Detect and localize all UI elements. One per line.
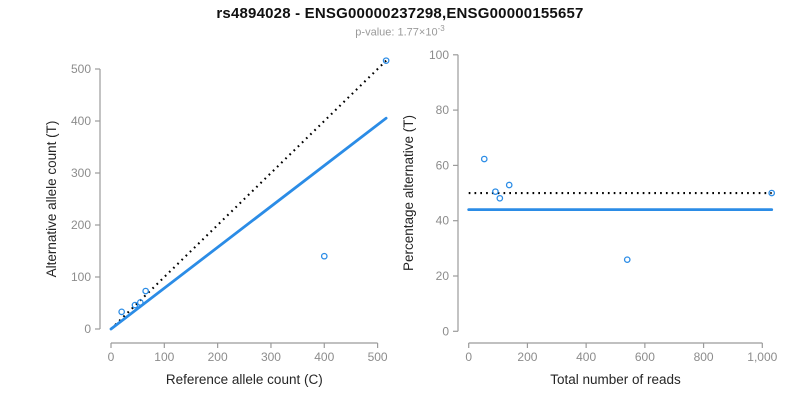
y-tick-label: 60 <box>436 158 450 172</box>
x-tick-label: 300 <box>261 350 281 364</box>
data-point <box>496 194 504 202</box>
y-tick-label: 0 <box>442 324 449 338</box>
x-tick-label: 600 <box>635 350 655 364</box>
allele-counts-scatter: 0 100 200 300 400 500 0 100 200 300 400 500 Referenc… <box>44 57 390 387</box>
data-point <box>320 252 328 260</box>
y-axis-title: Alternative allele count (T) <box>44 121 59 278</box>
y-tick-label: 20 <box>436 269 450 283</box>
x-tick-label: 800 <box>694 350 714 364</box>
x-tick-label: 0 <box>108 350 115 364</box>
x-tick-label: 500 <box>368 350 388 364</box>
y-tick-label: 400 <box>71 114 91 128</box>
data-point <box>136 299 144 306</box>
x-tick-label: 400 <box>576 350 596 364</box>
data-point <box>118 308 126 316</box>
y-axis-title: Percentage alternative (T) <box>401 115 416 271</box>
p-value-exponent: -3 <box>437 24 445 33</box>
x-tick-label: 200 <box>208 350 228 364</box>
x-tick-label: 0 <box>465 350 472 364</box>
y-tick-label: 40 <box>436 214 450 228</box>
data-point <box>505 181 513 189</box>
data-point <box>492 188 499 196</box>
y-tick-label: 100 <box>429 48 449 62</box>
p-value-text: p-value: 1.77×10 <box>355 26 438 39</box>
y-tick-label: 0 <box>84 322 91 336</box>
data-point <box>768 189 776 197</box>
identity-line <box>110 59 387 330</box>
x-axis-title: Reference allele count (C) <box>166 372 323 387</box>
data-point <box>131 301 139 309</box>
y-tick-label: 80 <box>436 103 450 117</box>
plot-subtitle: p-value: 1.77×10-3 <box>0 24 800 39</box>
y-tick-label: 300 <box>71 166 91 180</box>
percentage-vs-reads-scatter: 0 20 40 60 80 100 0 200 400 600 800 1,000 Total numb… <box>401 48 778 387</box>
x-tick-label: 400 <box>314 350 334 364</box>
x-axis-title: Total number of reads <box>550 372 681 387</box>
data-point <box>142 287 150 295</box>
fit-line <box>109 116 388 331</box>
y-tick-label: 200 <box>71 218 91 232</box>
x-tick-label: 1,000 <box>747 350 777 364</box>
x-tick-label: 200 <box>517 350 537 364</box>
data-point <box>382 57 390 65</box>
data-point <box>480 155 488 163</box>
y-tick-label: 500 <box>71 62 91 76</box>
y-tick-label: 100 <box>71 270 91 284</box>
plot-title: rs4894028 - ENSG00000237298,ENSG00000155… <box>216 5 584 22</box>
x-tick-label: 100 <box>154 350 174 364</box>
data-point <box>623 256 631 264</box>
